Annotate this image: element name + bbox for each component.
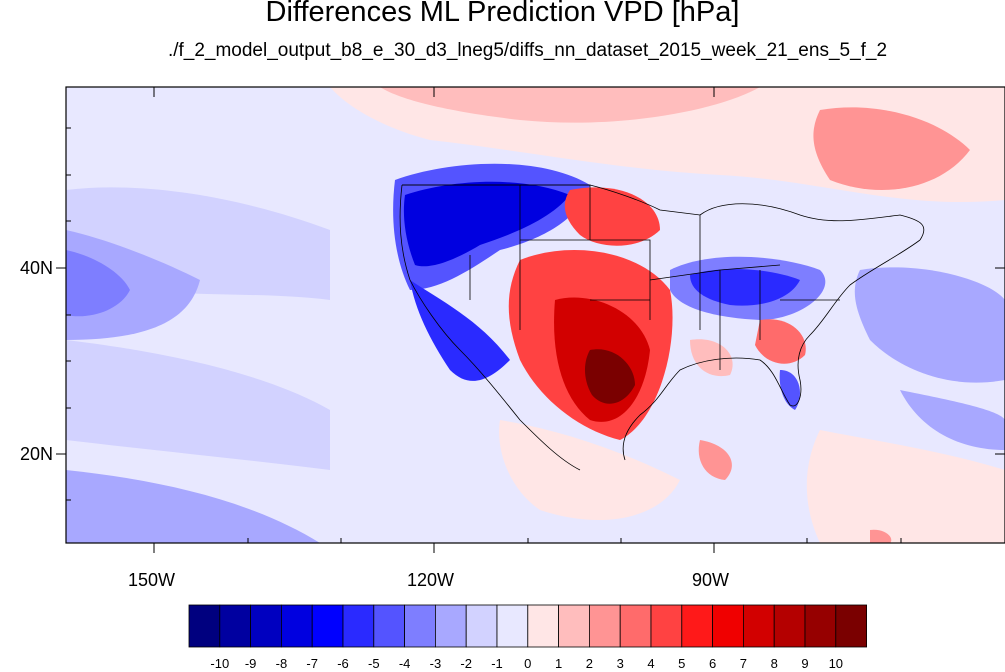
map-field — [66, 87, 1005, 543]
plains-hot — [564, 187, 660, 246]
colorbar-box — [743, 604, 775, 648]
colorbar-box — [188, 604, 221, 648]
colorbar-box — [773, 604, 806, 648]
lon-label-120w: 120W — [407, 570, 455, 590]
colorbar-tick-label: -10 — [210, 656, 230, 671]
east-pacific-core — [66, 250, 130, 317]
colorbar-tick-label: -9 — [244, 656, 257, 671]
colorbar-box — [835, 604, 867, 648]
colorbar-box — [373, 604, 405, 648]
colorbar-box — [681, 604, 713, 648]
atlantic-south-cold — [900, 390, 1005, 450]
caribbean-mixed — [698, 440, 732, 480]
chart-subtitle: ./f_2_model_output_b8_e_30_d3_lneg5/diff… — [167, 40, 888, 61]
colorbar-tick-label: 3 — [616, 656, 624, 671]
coastlines — [399, 184, 925, 471]
colorbar-box — [219, 604, 252, 648]
colorbar-box — [280, 604, 313, 648]
mexico-warm — [499, 420, 680, 520]
colorbar-tick-label: 0 — [524, 656, 532, 671]
colorbar-box — [465, 604, 498, 648]
lon-label-150w: 150W — [128, 570, 176, 590]
northern-warm-core — [380, 87, 760, 123]
colorbar-box — [619, 604, 652, 648]
south-pacific-band — [66, 470, 320, 543]
texas-hot-core — [584, 349, 635, 404]
northwest-cold — [403, 181, 570, 267]
colorbar-tick-label: -1 — [491, 656, 503, 671]
ohio-valley-cold — [690, 268, 800, 306]
colorbar-box — [712, 604, 744, 648]
colorbar-tick-label: -2 — [460, 656, 472, 671]
colorbar-box — [558, 604, 590, 648]
colorbar-box — [434, 604, 467, 648]
chart-title: Differences ML Prediction VPD [hPa] — [265, 0, 740, 28]
caribbean-warm-band — [806, 430, 1005, 543]
colorbar-tick-label: 4 — [647, 656, 655, 671]
southeast-warm — [755, 319, 806, 364]
colorbar-tick-label: -7 — [306, 656, 318, 671]
colorbar-boxes — [188, 604, 867, 648]
california-cold — [410, 280, 510, 381]
lon-label-90w: 90W — [692, 570, 730, 590]
lon-ticks — [153, 87, 902, 553]
colorbar-tick-label: 6 — [708, 656, 717, 671]
hudson-warm — [813, 107, 970, 190]
colorbar-box — [527, 604, 559, 648]
colorbar-tick-label: 7 — [739, 656, 747, 671]
colorbar-tick-label: -4 — [398, 656, 411, 671]
colorbar-box — [496, 604, 529, 648]
colorbar-tick-label: 5 — [678, 656, 686, 671]
colorbar-box — [589, 604, 621, 648]
colorbar-tick-label: -3 — [429, 656, 442, 671]
colorbar-tick-label: 10 — [828, 656, 844, 671]
colorbar-box — [311, 604, 344, 648]
lat-ticks — [56, 127, 1005, 501]
colorbar-box — [342, 604, 375, 648]
colorbar-tick-label: -5 — [368, 656, 380, 671]
colorbar-tick-label: -6 — [337, 656, 349, 671]
colorbar-box — [250, 604, 282, 648]
subtropical-pacific-band — [66, 340, 330, 470]
colorbar-tick-label: 1 — [554, 656, 563, 671]
lat-label-40n: 40N — [20, 258, 54, 278]
colorbar-box — [650, 604, 683, 648]
south-america-warm — [870, 529, 892, 543]
gulf-warm — [690, 339, 733, 377]
colorbar-box — [804, 604, 837, 648]
colorbar-tick-label: 9 — [801, 656, 809, 671]
atlantic-cold — [854, 267, 1005, 383]
florida-cold — [779, 370, 800, 410]
colorbar-tick-label: 8 — [770, 656, 778, 671]
lat-label-20n: 20N — [20, 444, 54, 464]
colorbar-tick-label: 2 — [585, 656, 593, 671]
colorbar-tick-label: -8 — [275, 656, 288, 671]
colorbar-box — [404, 604, 436, 648]
